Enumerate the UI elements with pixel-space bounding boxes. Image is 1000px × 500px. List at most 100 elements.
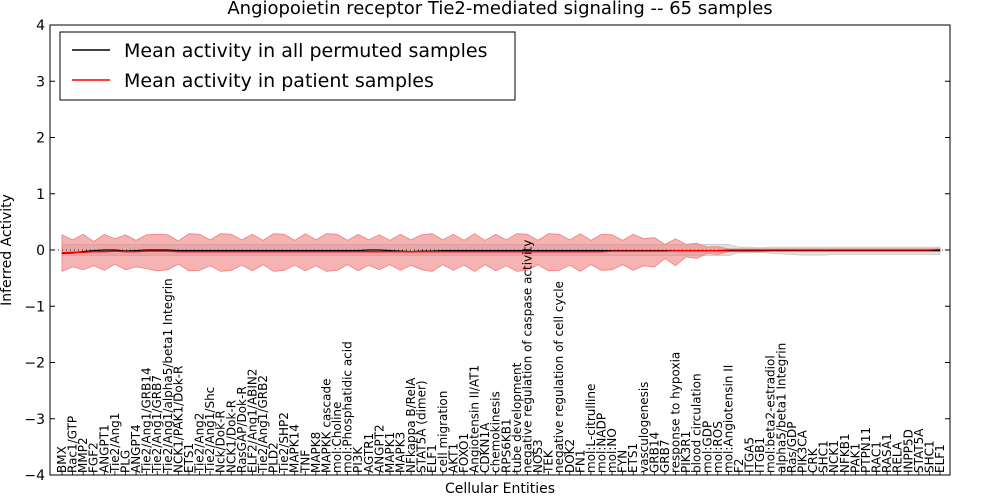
x-tick-label: RAC1 — [870, 441, 884, 473]
y-tick-label: 2 — [36, 131, 45, 147]
x-tick-label: mol:ROS — [711, 421, 725, 473]
lines-layer — [61, 248, 941, 255]
x-tick-label: STAT5A — [912, 428, 926, 473]
y-tick-label: −1 — [24, 299, 45, 315]
data-point-patient — [611, 250, 613, 252]
data-point-permuted — [389, 250, 391, 252]
x-tick-label: blood circulation — [690, 373, 704, 473]
data-point-patient — [548, 251, 549, 253]
x-tick-label: Tie2/SHP2 — [277, 412, 291, 474]
x-tick-label: ANGPT1 — [97, 424, 111, 473]
x-tick-label: negative regulation of caspase activity — [520, 240, 534, 473]
x-tick-label: response to hypoxia — [669, 352, 683, 473]
x-tick-label: NOS3 — [531, 439, 545, 473]
data-point-patient — [590, 251, 592, 253]
chart-title: Angiopoietin receptor Tie2-mediated sign… — [227, 0, 772, 19]
data-point-permuted — [262, 250, 264, 252]
data-point-patient — [495, 251, 497, 253]
data-point-patient — [378, 251, 380, 253]
x-tick-label: alpha5/beta1 Integrin — [774, 343, 788, 473]
y-tick-label: 0 — [36, 243, 45, 259]
data-point-patient — [82, 251, 84, 253]
x-tick-label: MMP2 — [76, 437, 90, 473]
data-point-permuted — [209, 250, 211, 252]
x-tick-label: negative regulation of cell cycle — [552, 281, 566, 473]
x-tick-label: PTPN11 — [859, 427, 873, 473]
data-point-permuted — [442, 250, 444, 252]
data-point-permuted — [537, 250, 539, 252]
data-point-patient — [685, 250, 687, 252]
x-tick-label: chemokinesis — [489, 391, 503, 473]
data-point-patient — [759, 249, 761, 251]
x-tick-label: RELA — [891, 441, 905, 473]
x-tick-label: cell migration — [436, 391, 450, 473]
x-tick-label: NCK1/PAK1/Dok-R — [171, 366, 185, 473]
x-tick-label: ANGPT4 — [129, 424, 143, 473]
data-point-patient — [939, 249, 941, 250]
data-point-permuted — [484, 250, 486, 252]
data-point-patient — [135, 251, 137, 253]
x-tick-label: ITGA5 — [743, 437, 757, 473]
data-point-permuted — [252, 250, 253, 252]
data-point-permuted — [315, 250, 317, 252]
x-axis-label: Cellular Entities — [445, 481, 555, 497]
data-point-patient — [347, 251, 348, 253]
x-tick-label: mol:beta2-estradiol — [764, 355, 778, 473]
data-point-patient — [907, 249, 909, 251]
data-point-permuted — [188, 250, 190, 252]
y-axis: −4 −3 −2 −1 0 1 2 3 4 — [24, 18, 950, 484]
data-point-patient — [537, 251, 539, 253]
data-point-patient — [770, 249, 772, 251]
data-point-permuted — [336, 250, 338, 252]
legend-box — [59, 31, 516, 101]
x-tick-label: Rac1/GTP — [66, 416, 80, 473]
x-tick-label: ELF1 — [425, 444, 439, 473]
data-point-permuted — [93, 250, 95, 252]
data-point-patient — [431, 251, 433, 253]
x-tick-label: ELF2/Ang1/ABIN2 — [245, 368, 259, 473]
data-point-permuted — [548, 250, 549, 252]
data-point-permuted — [558, 250, 560, 252]
x-tick-label: MAPK8 — [309, 432, 323, 473]
x-tick-label: MAPK14 — [288, 424, 302, 473]
data-point-patient — [474, 251, 475, 253]
x-tick-label: ELF1 — [933, 444, 947, 473]
data-point-patient — [865, 249, 867, 251]
x-tick-label: NFkappa B/RelA — [404, 377, 418, 473]
data-point-patient — [114, 250, 116, 252]
legend: Mean activity in all permuted samples Me… — [59, 31, 516, 101]
data-point-patient — [357, 251, 359, 253]
x-tick-label: MAPKK cascade — [320, 378, 334, 473]
x-tick-label: Tie2/Ang1/GRB14 — [140, 367, 154, 474]
data-point-patient — [527, 251, 528, 253]
x-tick-label: Tie2/Ang1/GRB2 — [256, 375, 270, 474]
data-point-patient — [780, 249, 782, 251]
x-tick-label: vasculogenesis — [637, 382, 651, 473]
data-point-patient — [601, 251, 602, 253]
data-point-permuted — [368, 249, 370, 251]
data-point-patient — [421, 251, 423, 253]
x-tick-label: FN1 — [573, 449, 587, 473]
y-tick-label: 4 — [36, 18, 45, 34]
x-tick-label: NCK1 — [827, 440, 841, 473]
x-tick-label: ETS1 — [182, 443, 196, 473]
x-tick-label: PI3K — [351, 446, 365, 473]
x-tick-label: Nck/Dok-R — [214, 410, 228, 473]
data-point-patient — [93, 251, 95, 253]
data-point-patient — [326, 251, 327, 253]
x-tick-label: INPP5D — [901, 429, 915, 473]
data-point-patient — [918, 249, 920, 251]
data-point-patient — [812, 249, 814, 251]
x-tick-label: mol:L-citrulline — [584, 384, 598, 473]
x-tick-label: mol:Choline — [330, 402, 344, 473]
data-point-permuted — [590, 250, 592, 252]
data-point-permuted — [347, 250, 348, 252]
data-point-patient — [876, 249, 877, 251]
data-point-patient — [897, 249, 899, 251]
data-point-patient — [220, 251, 222, 253]
data-point-patient — [241, 251, 243, 253]
data-point-patient — [696, 250, 698, 252]
data-point-patient — [262, 251, 264, 253]
legend-label-permuted: Mean activity in all permuted samples — [124, 40, 487, 62]
